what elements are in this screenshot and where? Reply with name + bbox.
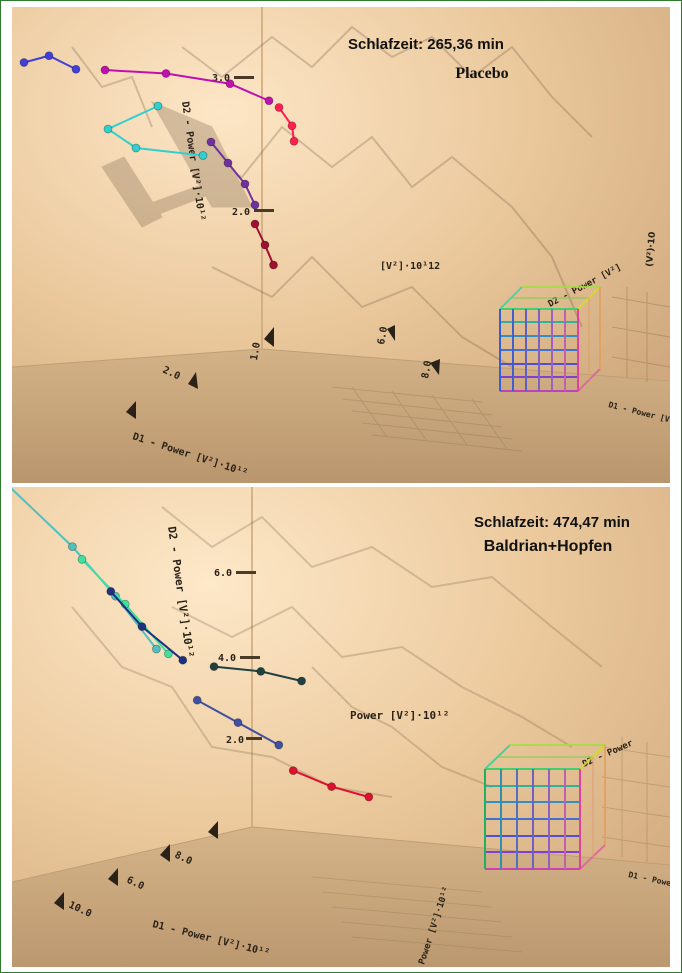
placebo-trajectory (19, 51, 299, 270)
floor-grid-shadow (331, 386, 523, 452)
floor-edge-left (12, 826, 253, 883)
wall-grid-shadow (601, 737, 670, 862)
floor (12, 827, 670, 967)
trajectory-point-3-1 (106, 587, 116, 596)
tick-label-d2-2: 2.0 (232, 207, 250, 218)
trajectory-point-2-1 (100, 65, 110, 75)
trajectory-point-5-1 (206, 137, 216, 147)
trajectory-point-5-2 (233, 718, 243, 728)
floor-edge-right (261, 348, 670, 382)
wall-grid-shadow (611, 287, 670, 382)
tick-label-d2-1: 1.0 (249, 342, 263, 362)
floor-edge-right (251, 826, 670, 866)
floor-grid-shadow (311, 876, 523, 953)
tick-label-d2-2: 2.0 (226, 735, 244, 746)
placebo-3d-plot: 3.0 2.0 1.0 6.0 2.0 8.0 D2 - Power [V²]·… (12, 7, 670, 483)
trajectory-point-3-2 (137, 622, 147, 632)
trajectory-point-4-1 (209, 662, 219, 672)
trajectory-point-3-3 (178, 655, 188, 665)
axis-tick-markers (126, 76, 440, 419)
trajectory-point-1-3 (71, 64, 81, 74)
trajectory-point-2-3 (225, 79, 235, 89)
color-legend-cube (484, 744, 606, 870)
trajectory-point-5-4 (250, 200, 260, 210)
tick-label-d2-6: 6.0 (214, 568, 232, 579)
trajectory-point-6-3 (269, 260, 278, 270)
axis-tick-markers (54, 571, 262, 910)
trajectory-point-6-1 (288, 766, 298, 776)
tick-label-d2-3: 3.0 (212, 73, 230, 84)
placebo-panel: 3.0 2.0 1.0 6.0 2.0 8.0 D2 - Power [V²]·… (12, 7, 670, 483)
trajectory-point-4-2 (103, 124, 113, 134)
trajectory-point-4-3 (297, 676, 307, 686)
trajectory-point-1-4 (151, 644, 161, 654)
baldrian-hopfen-panel: 6.0 4.0 2.0 6.0 8.0 10.0 D2 - Power [V²]… (12, 487, 670, 967)
sleep-time-label: Schlafzeit: 474,47 min (474, 514, 630, 531)
floor-edge-left (12, 348, 263, 368)
condition-label: Baldrian+Hopfen (484, 538, 612, 555)
trajectory-line-2 (104, 69, 270, 102)
trajectory-point-6-2 (260, 240, 270, 250)
trajectory-point-1-1 (19, 58, 29, 67)
trajectory-point-2-4 (264, 96, 274, 106)
trajectory-point-3-1 (274, 103, 284, 112)
trajectory-point-4-1 (153, 101, 163, 111)
trajectory-point-3-2 (287, 121, 297, 131)
trajectory-point-5-1 (192, 695, 202, 705)
axis-label-d1-fragment: [V²]·10¹12 (380, 261, 440, 272)
side-axis-fragments: (V²)·10 (645, 231, 658, 267)
trajectory-line-4 (105, 105, 204, 157)
trajectory-point-2-1 (77, 555, 87, 564)
trajectory-point-5-2 (223, 158, 233, 168)
tick-label-d2-4: 4.0 (218, 653, 236, 664)
axis-label-d2-fragment: Power [V²]·10¹² (350, 709, 449, 722)
tick-labels: 3.0 2.0 1.0 6.0 2.0 8.0 (161, 73, 434, 382)
svg-text:(V²)·10: (V²)·10 (645, 231, 658, 267)
tick-label-d1-6: 6.0 (376, 326, 390, 346)
tick-label-d1-8: 8.0 (420, 360, 434, 380)
trajectory-point-3-3 (289, 136, 299, 146)
trajectory-line-5 (210, 141, 256, 206)
trajectory-point-2-3 (163, 649, 173, 659)
trajectory-point-6-3 (364, 792, 374, 802)
trajectory-point-6-1 (250, 219, 260, 229)
trajectory-point-5-3 (274, 740, 284, 750)
trajectory-point-1-2 (68, 542, 77, 551)
trajectory-point-6-2 (327, 782, 337, 792)
trajectory-point-4-3 (131, 143, 141, 153)
color-legend-cube (499, 286, 601, 392)
condition-label: Placebo (455, 65, 508, 82)
trajectory-point-4-4 (198, 151, 208, 160)
trajectory-point-1-2 (44, 51, 54, 61)
trajectory-point-2-2 (161, 69, 171, 78)
baldrian-hopfen-3d-plot: 6.0 4.0 2.0 6.0 8.0 10.0 D2 - Power [V²]… (12, 487, 670, 967)
sleep-time-label: Schlafzeit: 265,36 min (348, 36, 504, 53)
baldrian-hopfen-trajectory (12, 487, 374, 802)
floor (12, 349, 670, 483)
trajectory-point-4-2 (256, 666, 266, 676)
trajectory-point-5-3 (240, 179, 250, 189)
